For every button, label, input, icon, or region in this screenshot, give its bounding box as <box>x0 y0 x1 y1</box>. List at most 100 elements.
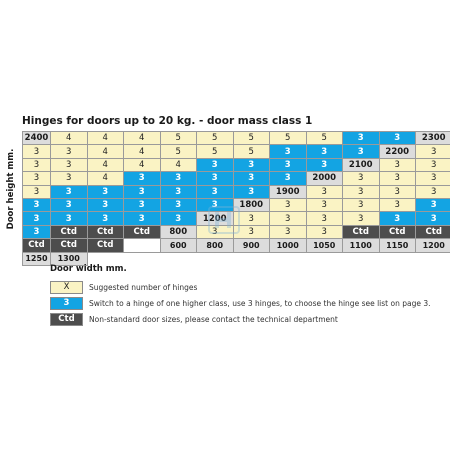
table-cell: 3 <box>160 172 197 186</box>
table-cell: 3 <box>416 172 450 186</box>
table-cell: 3 <box>23 225 51 240</box>
table-cell: 3 <box>124 172 161 186</box>
row-header-height: 1900 <box>270 185 307 199</box>
table-cell: 3 <box>87 198 124 213</box>
table-cell: 3 <box>51 198 88 213</box>
table-cell: 3 <box>124 198 161 213</box>
table-cell: Ctd <box>87 239 124 253</box>
table-cell: 3 <box>379 132 416 146</box>
legend-text: Non-standard door sizes, please contact … <box>89 314 338 324</box>
table-cell: 3 <box>160 185 197 199</box>
column-header-width: 600 <box>160 239 197 253</box>
legend-text: Suggested number of hinges <box>89 282 198 292</box>
legend-swatch: Ctd <box>50 312 83 326</box>
column-header-width: 1250 <box>23 252 51 266</box>
table-cell: 3 <box>197 172 234 186</box>
table-cell: 3 <box>379 158 416 173</box>
table-cell: 3 <box>23 198 51 213</box>
table-cell: 3 <box>416 145 450 159</box>
table-cell: 4 <box>87 145 124 159</box>
table-cell: 3 <box>197 158 234 173</box>
table-cell: Ctd <box>379 225 416 240</box>
row-header-height: 1200 <box>197 212 234 226</box>
table-cell: Ctd <box>51 239 88 253</box>
legend-item: 3 Switch to a hinge of one higher class, … <box>50 296 430 310</box>
table-cell: 3 <box>23 145 51 159</box>
table-cell: Ctd <box>51 225 88 240</box>
legend-item: Ctd Non-standard door sizes, please conta… <box>50 312 430 326</box>
table-cell: 3 <box>51 172 88 186</box>
table-cell: 4 <box>87 172 124 186</box>
table-cell: 5 <box>160 145 197 159</box>
table-cell: 5 <box>197 132 234 146</box>
table-cell: 3 <box>379 185 416 199</box>
table-cell: 3 <box>233 185 270 199</box>
row-header-height: 2200 <box>379 145 416 159</box>
table-cell: 3 <box>233 172 270 186</box>
table-cell: 5 <box>270 132 307 146</box>
table-cell: 3 <box>23 158 51 173</box>
row-header-height: 2100 <box>343 158 380 173</box>
column-header-width: 1300 <box>51 252 88 266</box>
table-cell: 3 <box>160 212 197 226</box>
legend-swatch: 3 <box>50 296 83 310</box>
table-cell: 3 <box>416 185 450 199</box>
table-cell: 3 <box>343 132 380 146</box>
table-cell: 3 <box>124 212 161 226</box>
table-cell: 3 <box>233 225 270 240</box>
table-cell: Ctd <box>124 225 161 240</box>
table-cell: 4 <box>124 132 161 146</box>
door-height-axis-label: Door height mm. <box>4 130 17 248</box>
row-header-height: 2300 <box>416 132 450 146</box>
table-cell: 3 <box>343 145 380 159</box>
column-header-width: 900 <box>233 239 270 253</box>
door-height-axis-label-text: Door height mm. <box>5 148 16 230</box>
table-cell: 3 <box>343 172 380 186</box>
hinge-table: 2400 4 4 4 5 5 5 5 5 3 3 2300 3 3 4 4 5 5 5 3 3 3 2200 3 3 3 4 4 4 3 3… <box>22 131 450 266</box>
column-header-width: 1100 <box>343 239 380 253</box>
table-cell: 4 <box>124 158 161 173</box>
table-cell: 3 <box>51 158 88 173</box>
table-cell: 3 <box>197 185 234 199</box>
table-cell: 3 <box>233 212 270 226</box>
table-cell: 3 <box>87 212 124 226</box>
table-cell: 3 <box>51 145 88 159</box>
table-cell: 3 <box>379 172 416 186</box>
table-cell: Ctd <box>416 225 450 240</box>
row-header-height: 2400 <box>23 132 51 146</box>
table-cell: Ctd <box>87 225 124 240</box>
table-cell: 5 <box>233 132 270 146</box>
column-header-width: 1050 <box>306 239 343 253</box>
column-header-width: 1150 <box>379 239 416 253</box>
table-title: Hinges for doors up to 20 kg. - door mas… <box>22 115 313 127</box>
table-cell: 3 <box>124 185 161 199</box>
table-cell: 3 <box>306 145 343 159</box>
legend: X Suggested number of hinges 3 Switch to a … <box>50 280 430 328</box>
table-cell: 3 <box>306 225 343 240</box>
table-corner <box>124 239 161 253</box>
table-cell: 3 <box>270 158 307 173</box>
table-cell: 3 <box>416 212 450 226</box>
table-cell: 3 <box>160 198 197 213</box>
table-cell: 3 <box>306 212 343 226</box>
table-cell: 3 <box>306 185 343 199</box>
table-cell: 3 <box>23 212 51 226</box>
table-cell: 3 <box>197 198 234 213</box>
table-cell: 3 <box>270 172 307 186</box>
table-cell: 3 <box>416 198 450 213</box>
table-cell: 3 <box>270 225 307 240</box>
table-cell: 3 <box>270 198 307 213</box>
table-cell: 3 <box>197 225 234 240</box>
table-cell: 3 <box>51 212 88 226</box>
row-header-height: 800 <box>160 225 197 240</box>
table-cell: 4 <box>160 158 197 173</box>
legend-text: Switch to a hinge of one higher class, u… <box>89 298 431 308</box>
table-cell: 3 <box>379 212 416 226</box>
table-cell: 3 <box>306 198 343 213</box>
table-cell: 3 <box>343 212 380 226</box>
legend-item: X Suggested number of hinges <box>50 280 430 294</box>
table-cell: 3 <box>233 158 270 173</box>
table-cell: 5 <box>160 132 197 146</box>
column-header-width: 800 <box>197 239 234 253</box>
table-cell: 4 <box>124 145 161 159</box>
